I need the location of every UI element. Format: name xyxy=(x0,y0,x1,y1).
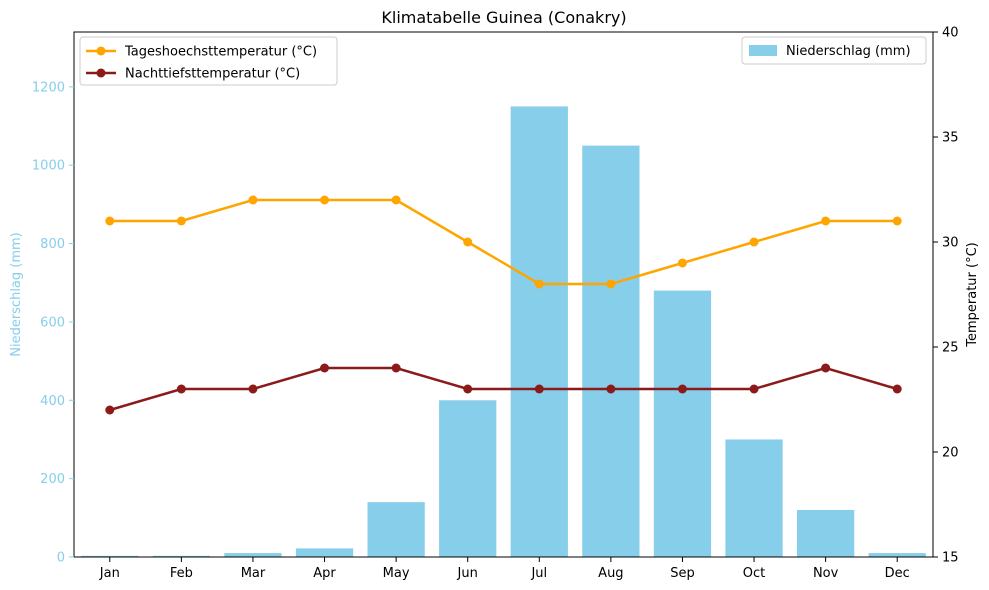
x-tick-label: Dec xyxy=(885,566,910,581)
line-series-2 xyxy=(109,366,898,412)
point-series-1-nov xyxy=(821,216,831,226)
x-tick-label: Mar xyxy=(241,566,266,581)
line-series-1 xyxy=(109,198,898,286)
point-series-2-feb xyxy=(176,384,186,394)
point-series-2-oct xyxy=(749,384,759,394)
point-series-1-mar xyxy=(248,195,258,205)
legend-label: Nachttiefsttemperatur (°C) xyxy=(125,67,300,82)
y-left-tick-label: 400 xyxy=(40,394,65,409)
legend-box xyxy=(79,36,338,86)
point-series-2-may xyxy=(391,363,401,373)
bar-jul xyxy=(510,106,568,557)
point-series-1-may xyxy=(391,195,401,205)
x-tick-label: Apr xyxy=(313,566,336,581)
point-series-1-aug xyxy=(606,279,616,289)
bar-feb xyxy=(152,555,211,557)
x-tick-label: Feb xyxy=(170,566,193,581)
y-axis-right-label: Temperatur (°C) xyxy=(965,242,980,348)
point-series-2-mar xyxy=(248,384,258,394)
point-series-1-dec xyxy=(892,216,902,226)
legend-marker xyxy=(96,46,106,56)
bar-jun xyxy=(439,400,497,557)
x-tick-label: Jun xyxy=(457,566,478,581)
legend-marker xyxy=(96,68,106,78)
y-right-tick-label: 25 xyxy=(942,341,959,356)
y-left-tick-label: 1200 xyxy=(32,80,65,95)
y-right-tick-label: 35 xyxy=(942,131,959,146)
x-tick-label: Jan xyxy=(99,566,120,581)
bar-nov xyxy=(796,509,855,557)
x-tick-label: May xyxy=(383,566,410,581)
y-axis-right: 15 20 25 30 35 40 xyxy=(933,26,959,566)
point-series-1-jan xyxy=(105,216,115,226)
y-left-tick-label: 600 xyxy=(40,315,65,330)
y-left-tick-label: 800 xyxy=(40,237,65,252)
x-tick-label: Aug xyxy=(598,566,623,581)
x-tick-label: Sep xyxy=(670,566,695,581)
point-series-2-dec xyxy=(892,384,902,394)
bar-mar xyxy=(224,553,282,557)
bar-series-group xyxy=(81,106,926,558)
y-left-tick-label: 0 xyxy=(57,551,65,566)
bar-sep xyxy=(653,290,712,557)
y-axis-left: 0 200 400 600 800 1000 1200 xyxy=(32,80,74,566)
point-series-2-jul xyxy=(534,384,544,394)
bar-may xyxy=(367,502,425,557)
point-series-2-aug xyxy=(606,384,616,394)
bar-aug xyxy=(582,145,640,558)
y-right-tick-label: 40 xyxy=(942,26,959,41)
x-tick-label: Nov xyxy=(813,566,839,581)
plot-frame xyxy=(73,31,934,558)
point-series-1-jun xyxy=(463,237,473,247)
point-series-1-sep xyxy=(677,258,687,268)
point-series-2-jan xyxy=(105,405,115,415)
point-series-2-jun xyxy=(463,384,473,394)
point-series-1-oct xyxy=(749,237,759,247)
point-series-1-feb xyxy=(176,216,186,226)
legend-bar-swatch xyxy=(749,45,777,56)
y-left-tick-label: 200 xyxy=(40,472,65,487)
line-series-group xyxy=(105,195,902,415)
legend-label: Niederschlag (mm) xyxy=(786,44,911,59)
y-right-tick-label: 15 xyxy=(942,551,959,566)
bar-jan xyxy=(81,555,139,557)
point-series-1-apr xyxy=(320,195,330,205)
y-axis-left-label: Niederschlag (mm) xyxy=(9,232,24,357)
x-axis: Jan Feb Mar Apr May Jun Jul Aug Sep Oct Nov Dec xyxy=(99,557,910,581)
legend-box xyxy=(741,36,927,65)
bar-apr xyxy=(295,548,354,557)
legend-bars: Niederschlag (mm) xyxy=(741,36,927,65)
point-series-1-jul xyxy=(534,279,544,289)
bar-oct xyxy=(725,439,783,557)
chart-title: Klimatabelle Guinea (Conakry) xyxy=(381,8,626,27)
legend-lines: Tageshoechsttemperatur (°C) Nachttiefstte… xyxy=(79,36,338,86)
point-series-2-sep xyxy=(677,384,687,394)
point-series-2-apr xyxy=(320,363,330,373)
y-right-tick-label: 20 xyxy=(942,446,959,461)
x-tick-label: Jul xyxy=(530,566,547,581)
bar-dec xyxy=(868,553,926,557)
legend-label: Tageshoechsttemperatur (°C) xyxy=(124,45,317,60)
x-tick-label: Oct xyxy=(743,566,765,581)
y-right-tick-label: 30 xyxy=(942,236,959,251)
point-series-2-nov xyxy=(821,363,831,373)
y-left-tick-label: 1000 xyxy=(32,159,65,174)
